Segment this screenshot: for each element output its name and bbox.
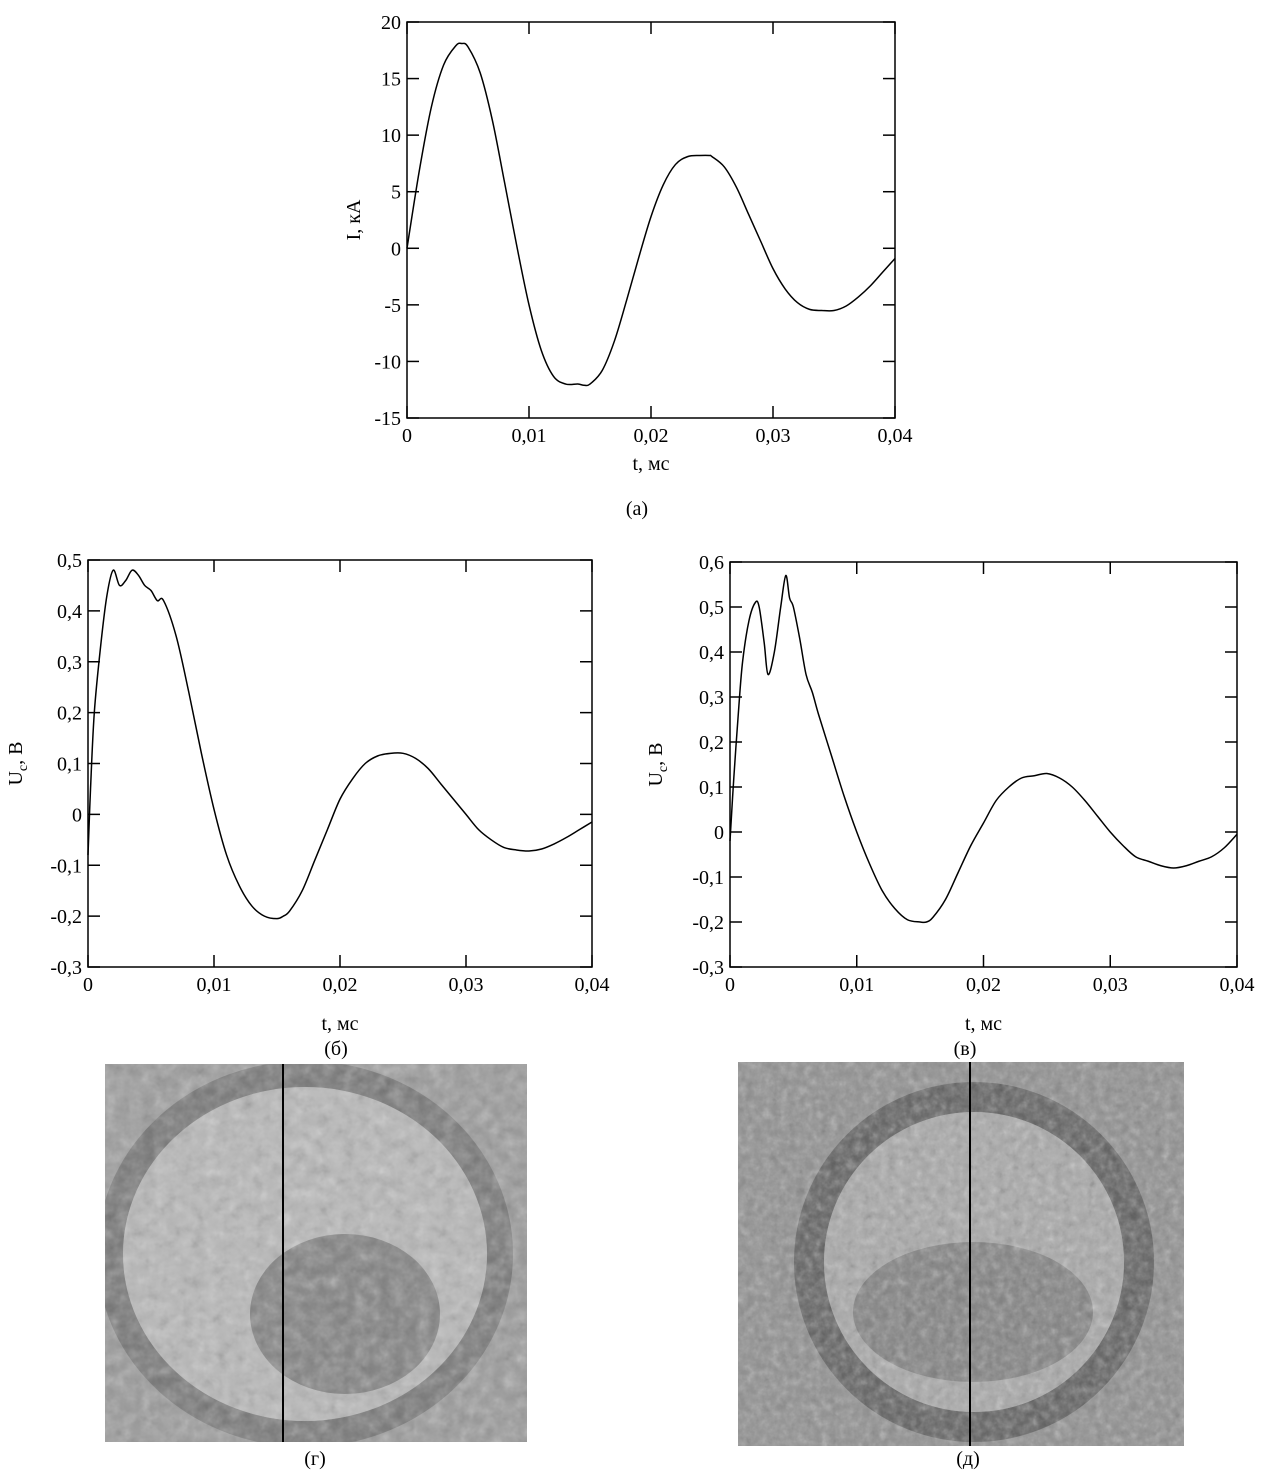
x-axis-label: t, мс [321,1013,358,1035]
series-line [87,569,593,920]
caption-v: (в) [953,1038,977,1060]
y-tick-label: 20 [381,12,401,34]
y-tick-label: -0,1 [50,855,82,877]
y-tick-label: 0,1 [699,777,724,799]
y-axis-label: I, кА [343,199,365,240]
y-tick-label: -0,2 [50,906,82,928]
series-line [406,42,896,387]
x-tick-label: 0,02 [634,425,669,447]
y-tick-label: -0,1 [692,867,724,889]
y-tick-label: 0,2 [57,703,82,725]
photo-crater-g: 781011 [105,1064,527,1442]
chart-voltage-v: 0 0,01 0,02 0,03 0,04 -0,3 -0,2 -0,1 0 0,1 0,2 0,3 0… [645,552,1255,1035]
y-tick-label: -5 [384,295,401,317]
photo-texture [738,1062,1184,1446]
x-tick-label: 0,01 [839,974,874,996]
x-tick-label: 0 [725,974,735,996]
plot-frame [729,561,1238,968]
x-tick-label: 0,04 [1220,974,1255,996]
y-tick-label: -15 [374,408,401,430]
y-tick-label: 0,3 [699,687,724,709]
y-tick-label: 15 [381,69,401,91]
y-tick-label: 5 [391,182,401,204]
x-tick-label: 0,02 [323,974,358,996]
y-tick-label: 0 [72,804,82,826]
y-tick-label: 0,2 [699,732,724,754]
plot-frame [87,559,593,968]
x-tick-label: 0,01 [197,974,232,996]
x-axis-label: t, мс [965,1013,1002,1035]
x-tick-label: 0 [402,425,412,447]
y-tick-label: 0,5 [699,597,724,619]
y-tick-label: -0,3 [692,957,724,979]
y-tick-label: 10 [381,125,401,147]
photo-texture [105,1064,527,1442]
caption-g: (г) [304,1448,326,1470]
y-tick-label: 0 [391,238,401,260]
x-tick-label: 0,03 [756,425,791,447]
x-axis-label: t, мс [632,453,669,475]
caption-a: (а) [625,498,649,520]
x-tick-label: 0,04 [575,974,610,996]
y-tick-label: 0,1 [57,754,82,776]
y-tick-label: 0,4 [699,642,724,664]
chart-current: 0 0,01 0,02 0,03 0,04 -15 -10 -5 0 5 10 15 20 t, мс I,… [343,12,913,475]
y-tick-label: 0,6 [699,552,724,574]
plot-frame [406,21,896,419]
y-axis-label: Uc, В [645,742,671,786]
x-tick-label: 0,03 [1093,974,1128,996]
x-tick-label: 0 [83,974,93,996]
series-line [729,574,1238,924]
y-tick-label: 0 [714,822,724,844]
x-tick-label: 0,02 [966,974,1001,996]
x-tick-label: 0,04 [878,425,913,447]
photo-crater-d: 678101112 [738,1062,1184,1446]
caption-d: (д) [956,1448,980,1470]
chart-voltage-b: 0 0,01 0,02 0,03 0,04 -0,3 -0,2 -0,1 0 0,1 0,2 0,3 0… [5,550,610,1035]
y-tick-label: 0,5 [57,550,82,572]
y-tick-label: 0,4 [57,601,82,623]
y-tick-label: -10 [374,351,401,373]
x-tick-label: 0,03 [449,974,484,996]
y-axis-label: Uc, В [5,741,31,785]
y-tick-label: 0,3 [57,652,82,674]
y-tick-label: -0,2 [692,912,724,934]
y-tick-label: -0,3 [50,957,82,979]
x-tick-label: 0,01 [512,425,547,447]
caption-b: (б) [324,1038,348,1060]
